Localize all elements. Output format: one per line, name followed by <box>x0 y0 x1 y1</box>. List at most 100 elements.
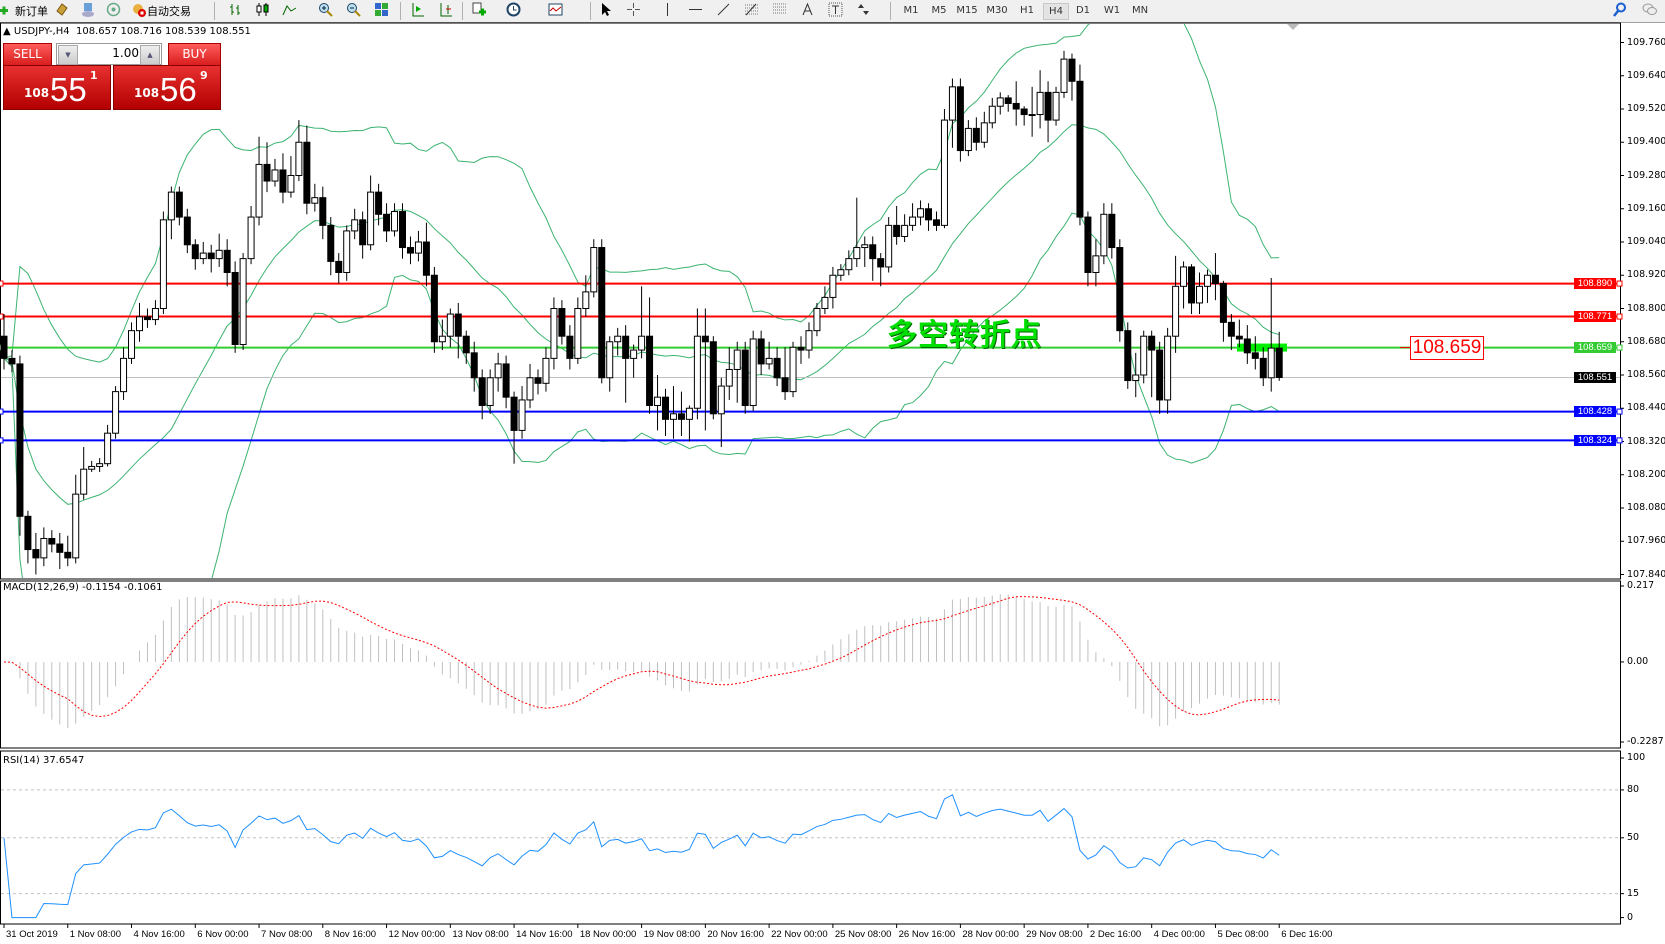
candle-bull <box>199 252 207 260</box>
candle-bear <box>1211 274 1219 285</box>
sell-price-button[interactable]: 108 55 1 <box>3 65 111 110</box>
market-watch-icon[interactable] <box>80 2 95 17</box>
buy-price-button[interactable]: 108 56 9 <box>113 65 221 110</box>
navigator-icon[interactable] <box>54 2 69 17</box>
tile-windows-icon[interactable] <box>374 2 389 17</box>
timeframe-m1[interactable]: M1 <box>903 5 919 16</box>
lot-input[interactable]: 1.00 <box>112 46 139 60</box>
signals-icon[interactable] <box>106 2 121 17</box>
time-tick-label: 14 Nov 16:00 <box>516 929 573 940</box>
candle-bull <box>861 244 869 249</box>
candle-bull <box>295 141 303 176</box>
sell-button[interactable]: SELL <box>3 43 52 66</box>
candle-bear <box>1084 216 1092 273</box>
candle-bull <box>606 341 614 379</box>
macd-tick-label: 0.00 <box>1627 655 1649 667</box>
timeframe-d1[interactable]: D1 <box>1075 5 1091 16</box>
new-order-button[interactable]: 新订单 <box>0 2 48 19</box>
candle-bull <box>853 247 861 260</box>
crosshair-icon[interactable] <box>626 2 641 17</box>
auto-scroll-icon[interactable] <box>410 2 425 17</box>
candle-bear <box>231 271 239 346</box>
horizontal-line-icon[interactable] <box>688 2 703 17</box>
vertical-line-icon[interactable] <box>660 2 675 17</box>
candle-bull <box>582 291 590 309</box>
search-icon[interactable] <box>1612 2 1627 17</box>
chart-shift-marker-icon <box>1287 24 1299 30</box>
candlestick-icon[interactable] <box>255 2 270 17</box>
candle-bull <box>159 219 167 309</box>
lot-increase-button[interactable]: ▲ <box>140 45 160 65</box>
cursor-icon[interactable] <box>598 2 613 17</box>
templates-icon[interactable] <box>548 2 563 17</box>
candle-bear <box>510 396 518 431</box>
candle-bull <box>996 97 1004 107</box>
chat-icon[interactable] <box>1642 2 1657 17</box>
candle-bull <box>940 119 948 226</box>
annotation-text[interactable]: 多空转折点 <box>887 318 1042 353</box>
candle-bull <box>351 219 359 232</box>
indicators-icon[interactable] <box>472 2 487 17</box>
candle-bull <box>287 175 295 193</box>
candle-bull <box>550 308 558 359</box>
zoom-out-icon[interactable] <box>346 2 361 17</box>
candle-bear <box>0 335 8 359</box>
price-tick-label: 108.680 <box>1627 335 1665 347</box>
price-tick-label: 108.080 <box>1627 502 1665 513</box>
candle-bull <box>630 349 638 359</box>
timeframe-m30[interactable]: M30 <box>986 5 1008 16</box>
periods-icon[interactable] <box>506 2 521 17</box>
candle-bull <box>1132 374 1140 382</box>
candle-bear <box>406 247 414 254</box>
timeframe-h4[interactable]: H4 <box>1043 3 1069 20</box>
level-price-label: 108.659 <box>1574 342 1616 354</box>
candle-bull <box>1203 274 1211 287</box>
rsi-tick-label: 0 <box>1627 911 1634 923</box>
candle-bear <box>773 357 781 379</box>
candle-bear <box>319 197 327 226</box>
line-chart-icon[interactable] <box>282 2 297 17</box>
candle-bear <box>183 216 191 246</box>
candle-bear <box>191 244 199 260</box>
bar-chart-icon[interactable] <box>228 2 243 17</box>
candle-bear <box>1148 335 1156 351</box>
buy-button[interactable]: BUY <box>168 43 221 66</box>
candle-bull <box>813 308 821 332</box>
text-icon[interactable] <box>800 2 815 17</box>
auto-trading-button[interactable]: 自动交易 <box>132 2 191 19</box>
timeframe-h1[interactable]: H1 <box>1020 5 1034 16</box>
price-tick-label: 107.840 <box>1627 568 1665 580</box>
level-highlight-bar <box>1237 343 1287 352</box>
candle-bear <box>32 549 40 559</box>
candle-bear <box>1044 91 1052 121</box>
candle-bear <box>399 211 406 249</box>
candle-bear <box>56 543 64 553</box>
buy-price-big-figure: 108 <box>134 86 160 100</box>
candle-bear <box>622 335 630 359</box>
zoom-in-icon[interactable] <box>318 2 333 17</box>
fibo-fan-icon[interactable] <box>772 2 787 17</box>
timeframe-m15[interactable]: M15 <box>956 5 978 16</box>
arrows-icon[interactable] <box>856 2 871 17</box>
lot-decrease-button[interactable]: ▼ <box>58 45 78 65</box>
price-label-box[interactable]: 108.659 <box>1410 336 1484 360</box>
candle-bull <box>948 86 956 121</box>
candle-bull <box>614 335 622 343</box>
timeframe-w1[interactable]: W1 <box>1103 5 1121 16</box>
timeframe-m5[interactable]: M5 <box>931 5 947 16</box>
collapse-triangle-icon[interactable]: ▲ <box>3 26 11 37</box>
timeframe-mn[interactable]: MN <box>1131 5 1149 16</box>
candle-bear <box>143 316 151 321</box>
candle-bull <box>765 357 773 365</box>
fibonacci-icon[interactable] <box>744 2 759 17</box>
candle-bear <box>1219 283 1227 323</box>
chart-shift-icon[interactable] <box>438 2 453 17</box>
time-tick-label: 5 Dec 08:00 <box>1217 929 1269 940</box>
candle-bull <box>120 357 128 393</box>
trendline-icon[interactable] <box>716 2 731 17</box>
candle-bear <box>662 396 670 420</box>
text-label-icon[interactable] <box>828 2 843 17</box>
candle-bull <box>590 247 598 293</box>
candle-bull <box>1267 347 1275 379</box>
